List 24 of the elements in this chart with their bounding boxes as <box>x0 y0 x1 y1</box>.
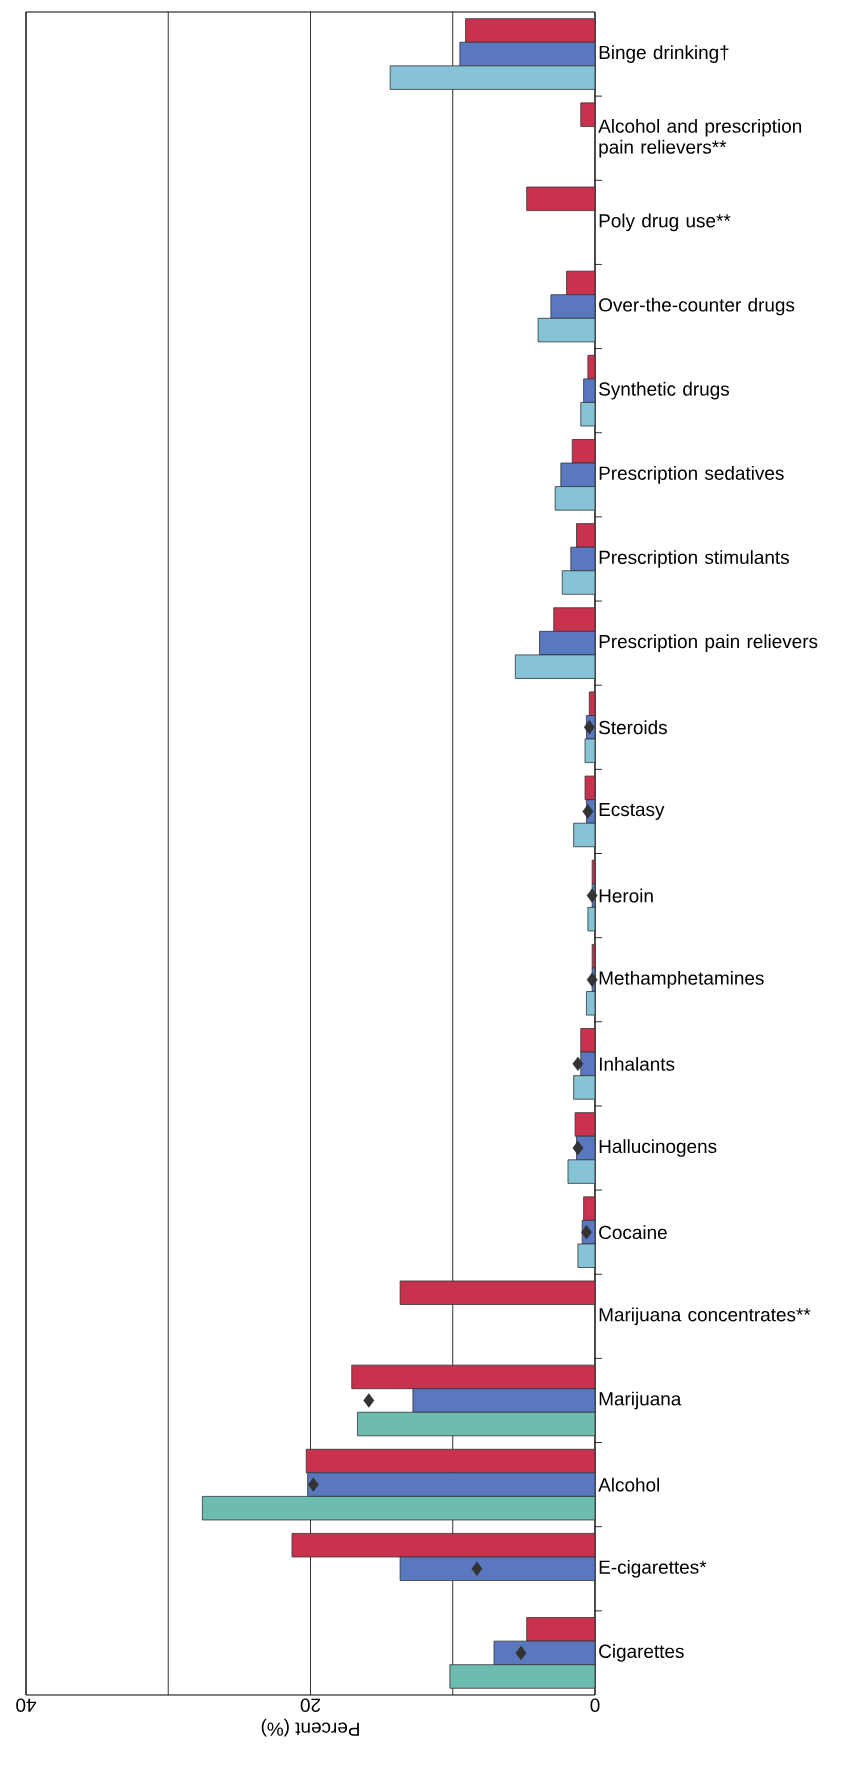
y-tick-label: Steroids <box>599 720 667 735</box>
y-tick-label: Prescription sedatives <box>599 465 784 484</box>
y-tick-label: Cigarettes <box>599 1644 684 1662</box>
y-tick-label: Alcohol <box>598 1477 659 1492</box>
y-tick-label: Synthetic drugs <box>599 381 730 400</box>
x-tick-label: 20 <box>300 1698 321 1712</box>
y-tick-label: E-cigarettes* <box>599 1559 707 1578</box>
y-tick-label: Heroin <box>599 888 653 903</box>
y-tick-label: Marijuana concentrates** <box>599 1307 811 1326</box>
y-tick-label: Methamphetamines <box>599 970 764 989</box>
y-tick-label: Poly drug use** <box>599 213 731 232</box>
y-tick-label: Inhalants <box>599 1056 675 1071</box>
y-tick-label: Over-the-counter drugs <box>599 297 795 316</box>
y-tick-label: Marijuana <box>599 1391 682 1410</box>
y-tick-label: Ecstasy <box>599 802 665 820</box>
y-tick-label: Prescription pain relievers <box>599 634 818 652</box>
x-axis-title: Percent (%) <box>261 1718 359 1737</box>
y-tick-label: Binge drinking† <box>599 45 729 63</box>
x-tick-label: 0 <box>590 1698 600 1712</box>
x-tick-label: 40 <box>16 1698 37 1712</box>
y-tick-label: Alcohol and prescription pain relievers** <box>598 118 802 158</box>
y-tick-label: Cocaine <box>599 1225 667 1240</box>
y-tick-label: Hallucinogens <box>599 1139 717 1157</box>
y-tick-label: Prescription stimulants <box>599 550 789 568</box>
